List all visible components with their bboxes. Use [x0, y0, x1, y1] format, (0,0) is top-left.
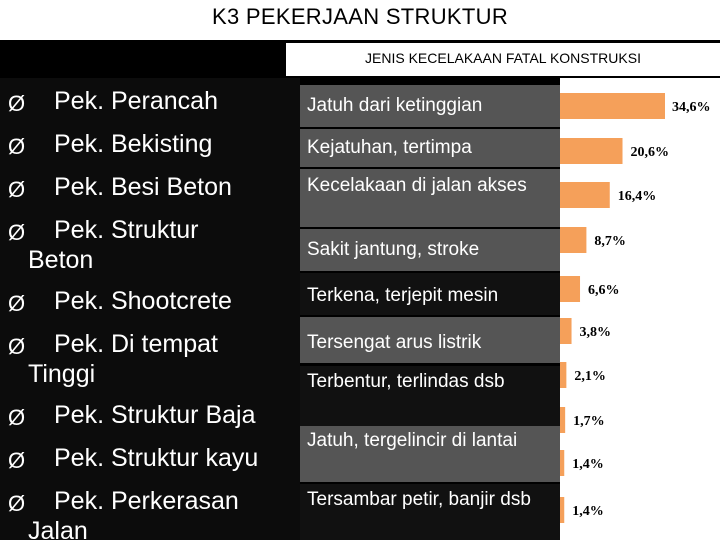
bar: [560, 93, 665, 119]
arrow-bullet-icon: Ø: [8, 291, 26, 316]
bar-chart-svg: 34,6% 20,6% 16,4% 8,7% 6,6% 3,8% 2,1% 1,7% 1,4% 1…: [560, 93, 711, 523]
list-item: Pek. Di tempat: [54, 330, 218, 358]
list-item-continuation: Tinggi: [28, 360, 96, 388]
list-item: Pek. Perancah: [54, 87, 218, 115]
arrow-bullet-icon: Ø: [8, 405, 26, 430]
category-label: Kecelakaan di jalan akses: [300, 169, 560, 227]
bar: [560, 318, 572, 344]
list-item-continuation: Beton: [28, 246, 94, 274]
data-label: 1,7%: [573, 414, 605, 429]
category-label: Jatuh, tergelincir di lantai: [300, 426, 560, 482]
bar: [560, 182, 610, 208]
data-label: 6,6%: [588, 283, 620, 298]
category-label: Kejatuhan, tertimpa: [300, 129, 560, 167]
arrow-bullet-icon: Ø: [8, 91, 26, 116]
bar: [560, 362, 567, 388]
arrow-bullet-icon: Ø: [8, 491, 26, 516]
data-label: 20,6%: [631, 145, 670, 160]
title-bar: [0, 0, 720, 40]
bar: [560, 450, 565, 476]
list-item: Pek. Shootcrete: [54, 287, 232, 315]
arrow-bullet-icon: Ø: [8, 220, 26, 245]
chart-subtitle: JENIS KECELAKAAN FATAL KONSTRUKSI: [365, 50, 641, 66]
list-item: Pek. Perkerasan: [54, 487, 239, 515]
subtitle-box: [286, 43, 720, 76]
data-label: 2,1%: [574, 369, 606, 384]
category-label: Terbentur, terlindas dsb: [300, 366, 560, 426]
bar-chart: 34,6% 20,6% 16,4% 8,7% 6,6% 3,8% 2,1% 1,7% 1,4% 1…: [560, 78, 720, 540]
category-label: Jatuh dari ketinggian: [300, 85, 560, 127]
data-label: 1,4%: [572, 457, 604, 472]
work-list-panel: [0, 78, 300, 540]
list-item: Pek. Bekisting: [54, 130, 213, 158]
list-item: Pek. Struktur: [54, 216, 199, 244]
category-label: Tersengat arus listrik: [300, 317, 560, 363]
list-item: Pek. Struktur Baja: [54, 401, 256, 429]
bar: [560, 407, 566, 433]
data-label: 3,8%: [580, 325, 612, 340]
bar: [560, 227, 587, 253]
list-item: Pek. Struktur kayu: [54, 444, 259, 472]
list-item-continuation: Jalan: [28, 517, 88, 545]
arrow-bullet-icon: Ø: [8, 134, 26, 159]
page-title: K3 PEKERJAAN STRUKTUR: [211, 4, 509, 29]
category-label: Terkena, terjepit mesin: [300, 273, 560, 315]
arrow-bullet-icon: Ø: [8, 448, 26, 473]
bar: [560, 276, 581, 302]
category-label: Sakit jantung, stroke: [300, 229, 560, 271]
arrow-bullet-icon: Ø: [8, 334, 26, 359]
data-label: 34,6%: [672, 100, 711, 115]
bar: [560, 138, 623, 164]
data-label: 16,4%: [618, 189, 657, 204]
data-label: 1,4%: [572, 504, 604, 519]
bar: [560, 497, 565, 523]
arrow-bullet-icon: Ø: [8, 177, 26, 202]
category-label: Tersambar petir, banjir dsb: [300, 484, 560, 540]
data-label: 8,7%: [594, 234, 626, 249]
list-item: Pek. Besi Beton: [54, 173, 232, 201]
